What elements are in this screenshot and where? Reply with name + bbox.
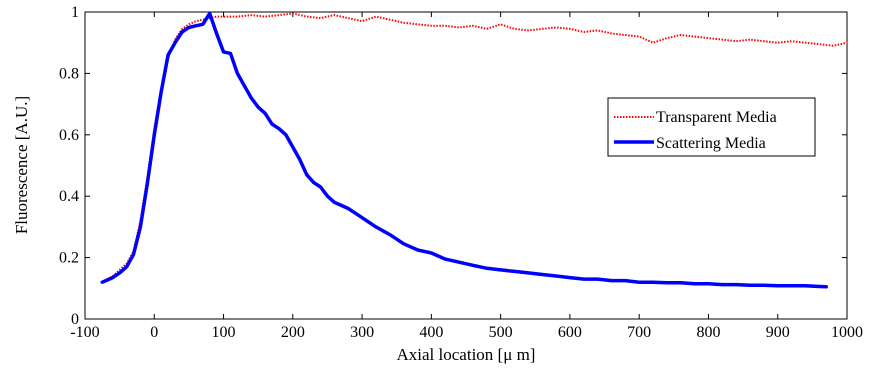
- legend: Transparent Media Scattering Media: [607, 97, 816, 157]
- y-tick-label: 0.4: [59, 188, 79, 205]
- y-tick-label: 0.2: [59, 250, 79, 267]
- legend-label-scattering: Scattering Media: [656, 135, 766, 152]
- x-tick-label: 500: [489, 324, 513, 341]
- x-tick-label: 300: [350, 324, 374, 341]
- x-tick-label: -100: [70, 324, 99, 341]
- legend-box: [607, 97, 816, 157]
- x-tick-label: 200: [281, 324, 305, 341]
- x-axis-title: Axial location [μ m]: [397, 345, 536, 364]
- x-tick-label: 700: [627, 324, 651, 341]
- y-tick-label: 0.8: [59, 65, 79, 82]
- x-tick-label: 1000: [831, 324, 863, 341]
- x-tick-label: 0: [150, 324, 158, 341]
- y-tick-label: 0.6: [59, 127, 79, 144]
- series-line-scattering-media: [100, 11, 828, 289]
- y-tick-label: 0: [71, 311, 79, 328]
- series-layer: [100, 11, 848, 289]
- axis-ticks: -100 0 100 200 300 400 500 600 700 800 900 100000.2…: [59, 4, 863, 341]
- x-tick-label: 400: [419, 324, 443, 341]
- y-tick-label: 1: [71, 4, 79, 21]
- x-tick-label: 900: [766, 324, 790, 341]
- y-axis-title: Fluorescence [A.U.]: [12, 96, 31, 234]
- x-tick-label: 600: [558, 324, 582, 341]
- plot-area: [84, 11, 848, 320]
- x-tick-label: 800: [696, 324, 720, 341]
- x-tick-label: 100: [212, 324, 236, 341]
- legend-label-transparent: Transparent Media: [656, 109, 777, 126]
